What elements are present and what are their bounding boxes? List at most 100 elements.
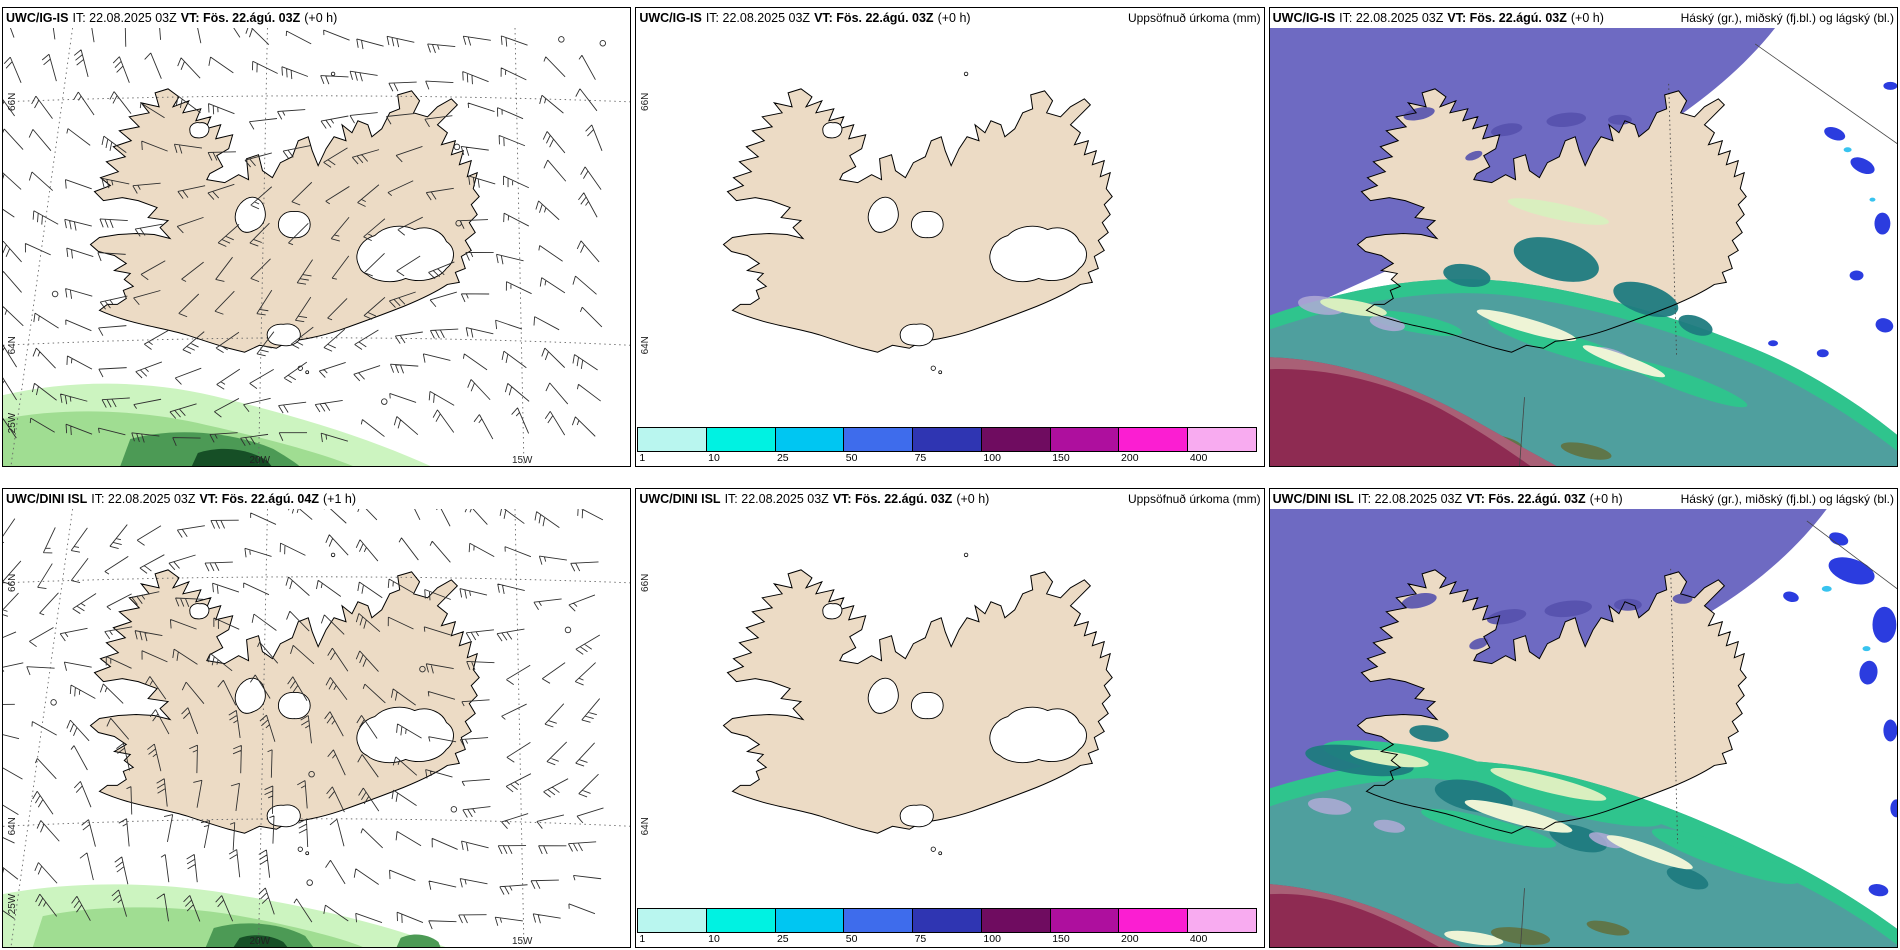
colorbar-cell bbox=[775, 909, 845, 932]
cloud-map bbox=[1269, 28, 1897, 466]
svg-text:66N: 66N bbox=[7, 93, 18, 111]
graticule bbox=[1519, 520, 1897, 947]
wind-map-svg: 66N 64N 25W 20W 15W bbox=[3, 509, 631, 947]
wind-barbs bbox=[3, 509, 604, 930]
valid-time: VT: Fös. 22.ágú. 03Z bbox=[1466, 492, 1586, 506]
svg-text:64N: 64N bbox=[7, 817, 18, 835]
svg-text:64N: 64N bbox=[640, 336, 651, 354]
precip-overlay-blobs bbox=[3, 884, 446, 947]
geo-labels: 66N 64N bbox=[640, 574, 651, 836]
svg-text:66N: 66N bbox=[640, 93, 651, 111]
lead-time: (+0 h) bbox=[937, 11, 971, 25]
colorbar-tick-label: 25 bbox=[776, 452, 789, 464]
field-label: Háský (gr.), miðský (fj.bl.) og lágský (… bbox=[1680, 492, 1894, 506]
colorbar-tick-label: 200 bbox=[1121, 452, 1139, 464]
wind-map: 66N 64N 25W 20W 15W bbox=[3, 28, 631, 466]
colorbar-cell bbox=[1050, 909, 1120, 932]
colorbar-labels: 1 10 25 50 75 100 150 200 400 bbox=[637, 452, 1256, 465]
colorbar-cell bbox=[775, 428, 845, 451]
panel-title: UWC/IG-IS IT: 22.08.2025 03Z VT: Fös. 22… bbox=[3, 8, 630, 28]
colorbar-tick-label: 25 bbox=[776, 933, 789, 945]
precip-map-svg: 66N 64N bbox=[640, 552, 1114, 856]
init-time: IT: 22.08.2025 03Z bbox=[1339, 11, 1444, 25]
valid-time: VT: Fös. 22.ágú. 04Z bbox=[199, 492, 319, 506]
geo-labels: 66N 64N bbox=[640, 93, 651, 355]
colorbar-cell bbox=[1050, 428, 1120, 451]
colorbar-tick-label: 50 bbox=[845, 452, 858, 464]
lead-time: (+0 h) bbox=[1570, 11, 1604, 25]
wind-map-svg: 66N 64N 25W 20W 15W bbox=[3, 28, 631, 466]
low-cloud-patches bbox=[1767, 81, 1897, 358]
colorbar-tick-label: 1 bbox=[639, 452, 646, 464]
model-name: UWC/IG-IS bbox=[1272, 11, 1336, 25]
lead-time: (+0 h) bbox=[304, 11, 338, 25]
colorbar-tick-label: 200 bbox=[1121, 933, 1139, 945]
valid-time: VT: Fös. 22.ágú. 03Z bbox=[832, 492, 953, 506]
model-name: UWC/IG-IS bbox=[639, 11, 702, 25]
colorbar-tick-label: 10 bbox=[708, 452, 720, 464]
colorbar-cell bbox=[638, 909, 708, 932]
cloud-ribbons bbox=[1304, 725, 1799, 946]
lead-time: (+0 h) bbox=[1589, 492, 1623, 506]
init-time: IT: 22.08.2025 03Z bbox=[1357, 492, 1463, 506]
lead-time: (+0 h) bbox=[956, 492, 990, 506]
panel-title: UWC/IG-IS IT: 22.08.2025 03Z VT: Fös. 22… bbox=[636, 8, 1263, 28]
colorbar-cell bbox=[981, 428, 1051, 451]
colorbar-cells bbox=[637, 427, 1257, 452]
panel-title: UWC/DINI ISL IT: 22.08.2025 03Z VT: Fös.… bbox=[636, 489, 1263, 509]
model-name: UWC/DINI ISL bbox=[6, 492, 88, 506]
lead-time: (+1 h) bbox=[322, 492, 356, 506]
colorbar-tick-label: 400 bbox=[1189, 933, 1208, 945]
precip-colorbar: 1 10 25 50 75 100 150 200 400 bbox=[637, 908, 1257, 946]
colorbar-cell bbox=[913, 909, 982, 932]
colorbar-cell bbox=[981, 909, 1051, 932]
svg-text:66N: 66N bbox=[7, 574, 18, 592]
panel-title: UWC/IG-IS IT: 22.08.2025 03Z VT: Fös. 22… bbox=[1270, 8, 1897, 28]
panel-wind-igis: UWC/IG-IS IT: 22.08.2025 03Z VT: Fös. 22… bbox=[2, 7, 632, 467]
colorbar-cell bbox=[1119, 428, 1188, 451]
field-label: Háský (gr.), miðský (fj.bl.) og lágský (… bbox=[1680, 11, 1894, 25]
coastal-cloud-patches bbox=[1401, 593, 1693, 650]
colorbar-tick-label: 150 bbox=[1052, 452, 1070, 464]
colorbar-tick-label: 50 bbox=[845, 933, 858, 945]
colorbar-tick-label: 100 bbox=[983, 452, 1001, 464]
field-label: Uppsöfnuð úrkoma (mm) bbox=[1127, 11, 1261, 25]
geo-labels: 66N 64N 25W 20W 15W bbox=[7, 93, 533, 466]
colorbar-tick-label: 75 bbox=[914, 933, 927, 945]
svg-text:64N: 64N bbox=[640, 817, 651, 835]
valid-time: VT: Fös. 22.ágú. 03Z bbox=[814, 11, 934, 25]
colorbar-labels: 1 10 25 50 75 100 150 200 400 bbox=[637, 933, 1256, 946]
cloud-ribbons bbox=[1297, 198, 1747, 460]
init-time: IT: 22.08.2025 03Z bbox=[724, 492, 829, 506]
precip-map: 66N 64N 1 10 25 50 75 100 150 200 400 bbox=[636, 28, 1264, 466]
colorbar-cell bbox=[1187, 909, 1256, 932]
svg-text:15W: 15W bbox=[512, 936, 533, 947]
colorbar-cells bbox=[637, 908, 1257, 933]
panel-precip-igis: UWC/IG-IS IT: 22.08.2025 03Z VT: Fös. 22… bbox=[635, 7, 1265, 467]
valid-time: VT: Fös. 22.ágú. 03Z bbox=[1447, 11, 1567, 25]
colorbar-cell bbox=[844, 909, 914, 932]
panel-precip-dini: UWC/DINI ISL IT: 22.08.2025 03Z VT: Fös.… bbox=[635, 488, 1265, 948]
model-name: UWC/DINI ISL bbox=[1272, 492, 1354, 506]
wind-map: 66N 64N 25W 20W 15W bbox=[3, 509, 631, 947]
colorbar-cell bbox=[1187, 428, 1256, 451]
panel-cloud-dini: UWC/DINI ISL IT: 22.08.2025 03Z VT: Fös.… bbox=[1268, 488, 1898, 948]
init-time: IT: 22.08.2025 03Z bbox=[72, 11, 177, 25]
svg-text:66N: 66N bbox=[640, 574, 651, 592]
svg-text:15W: 15W bbox=[512, 455, 533, 466]
low-cloud-patches bbox=[1782, 532, 1897, 897]
model-name: UWC/IG-IS bbox=[6, 11, 69, 25]
valid-time: VT: Fös. 22.ágú. 03Z bbox=[180, 11, 301, 25]
panel-title: UWC/DINI ISL IT: 22.08.2025 03Z VT: Fös.… bbox=[1270, 489, 1897, 509]
geo-labels: 66N 64N 25W 20W 15W bbox=[7, 574, 533, 947]
panel-title: UWC/DINI ISL IT: 22.08.2025 03Z VT: Fös.… bbox=[3, 489, 630, 509]
colorbar-cell bbox=[707, 428, 776, 451]
cloud-map bbox=[1269, 509, 1897, 947]
colorbar-tick-label: 100 bbox=[983, 933, 1001, 945]
colorbar-cell bbox=[638, 428, 708, 451]
field-label: Uppsöfnuð úrkoma (mm) bbox=[1127, 492, 1261, 506]
colorbar-tick-label: 1 bbox=[639, 933, 646, 945]
precip-colorbar: 1 10 25 50 75 100 150 200 400 bbox=[637, 427, 1257, 465]
svg-text:25W: 25W bbox=[7, 412, 18, 433]
